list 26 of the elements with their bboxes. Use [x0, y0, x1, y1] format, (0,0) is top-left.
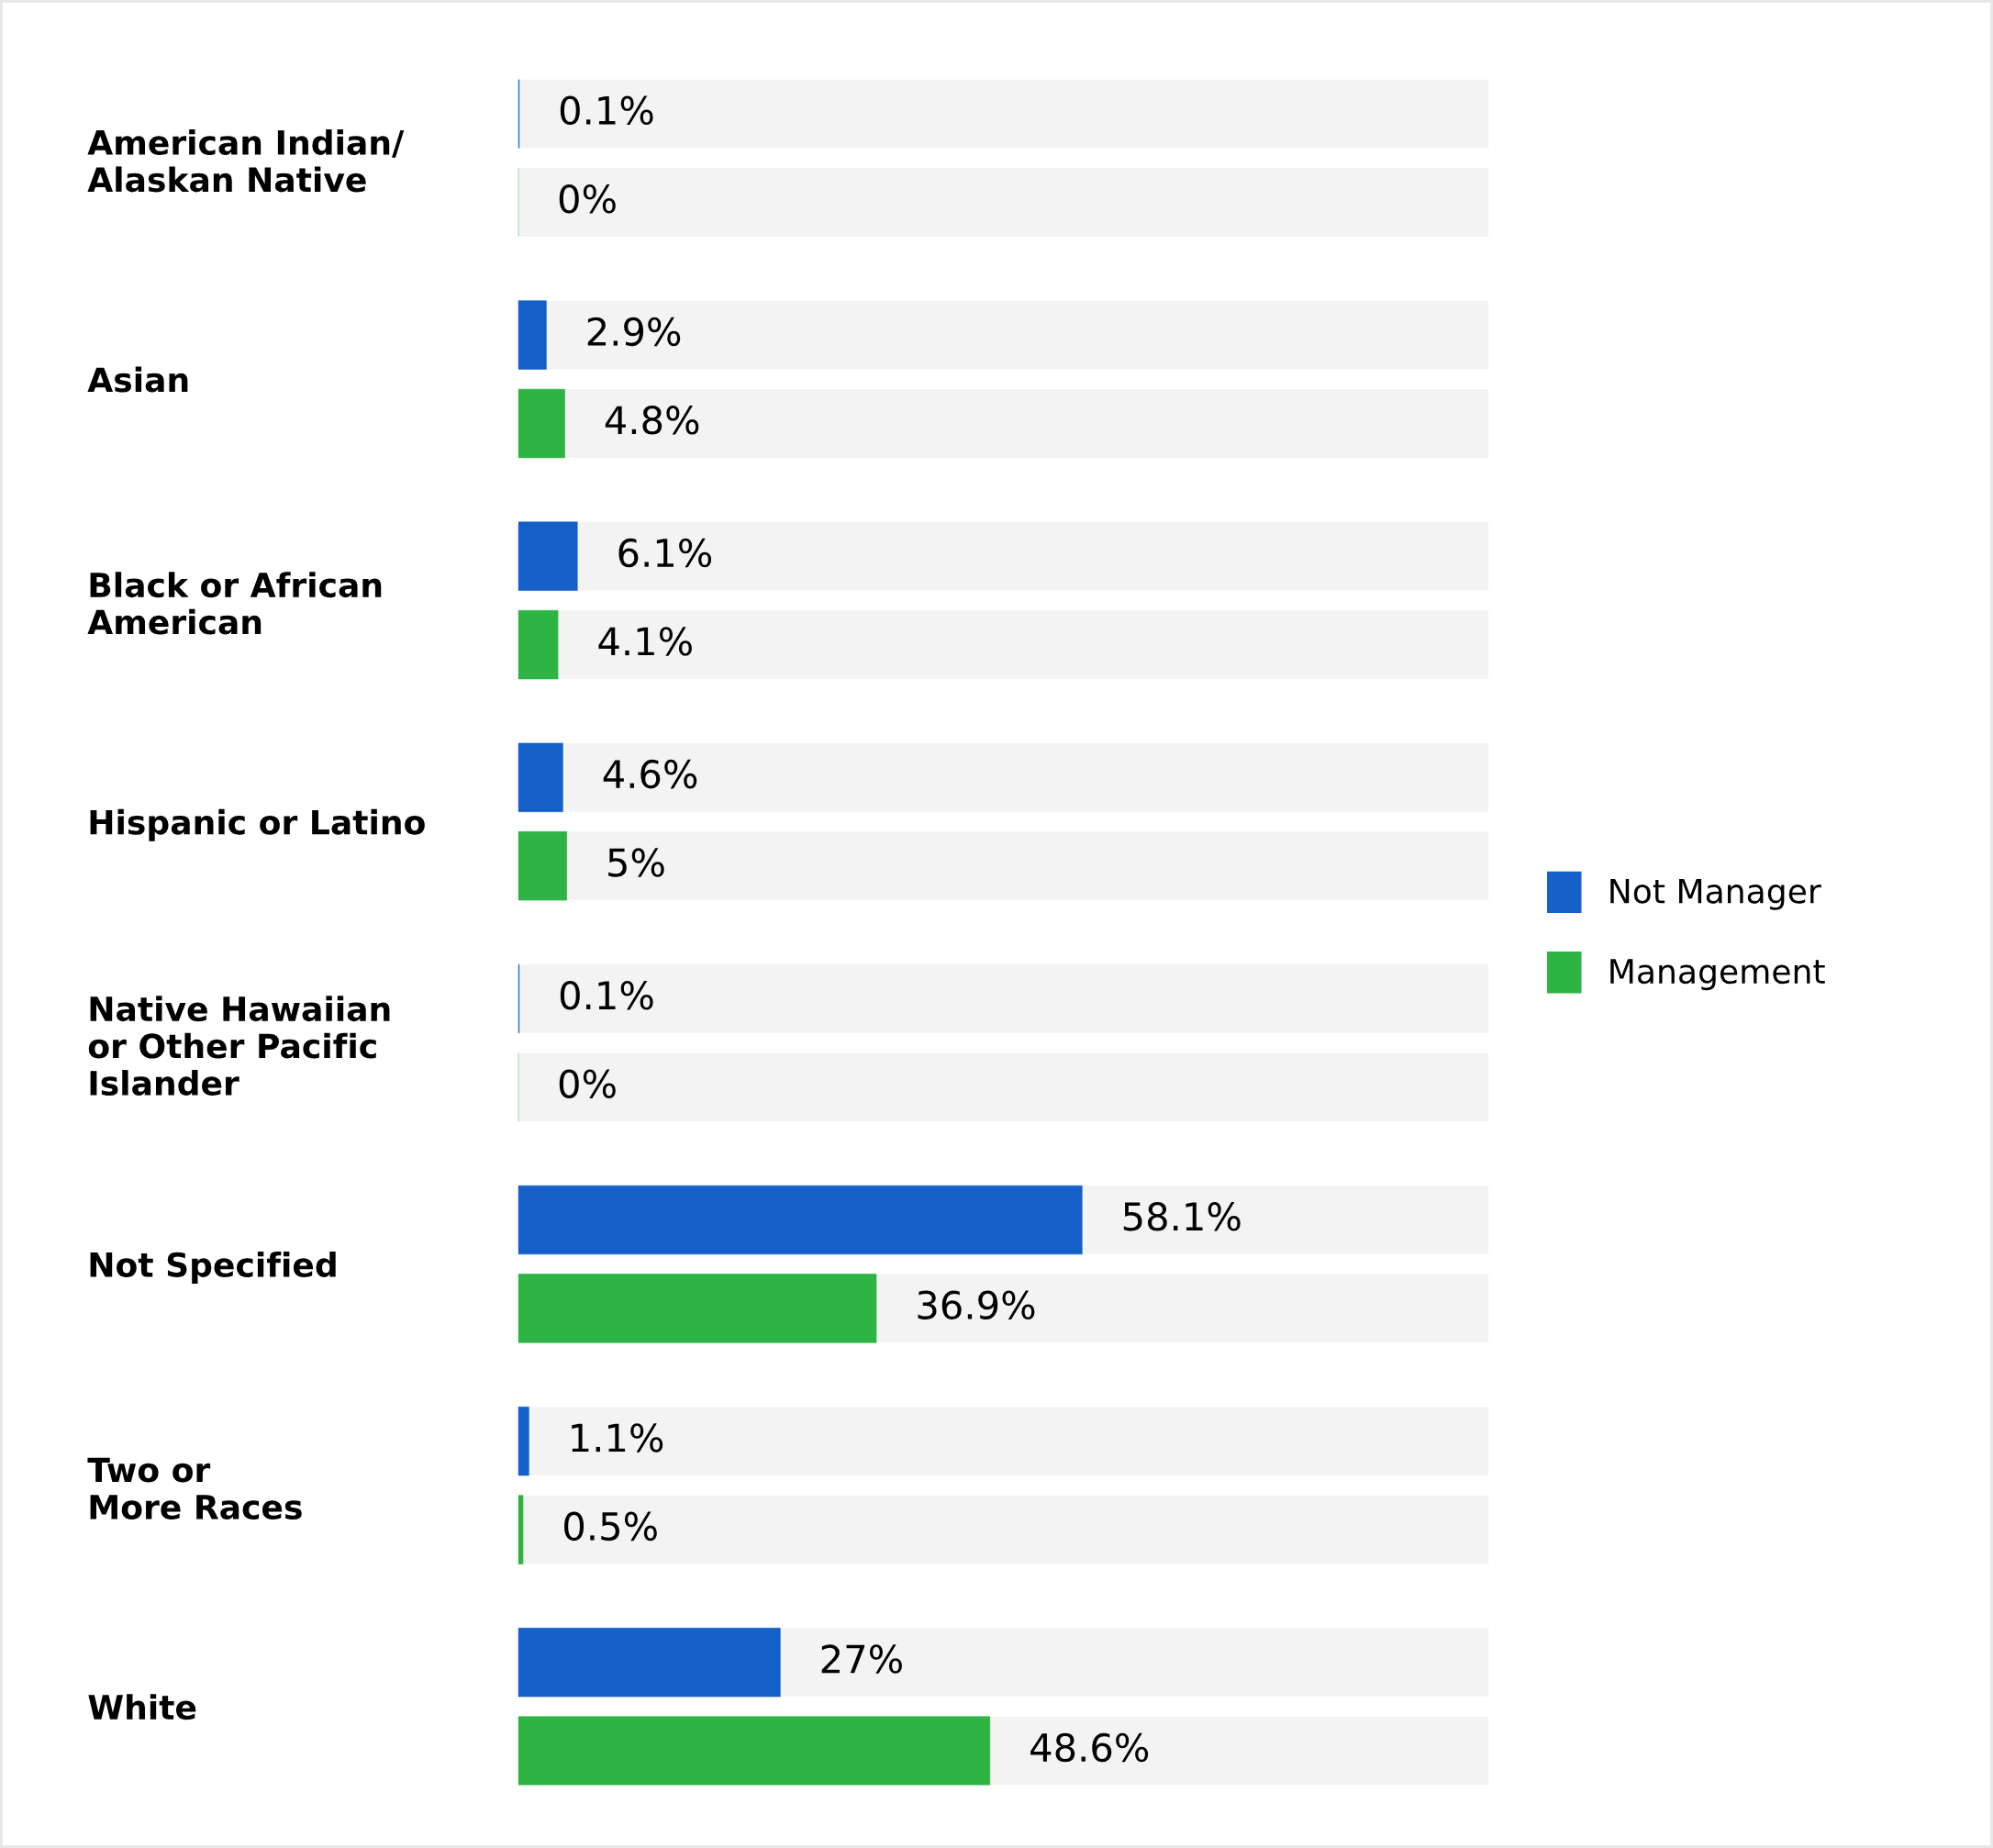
legend-label: Not Manager	[1610, 878, 1821, 910]
y-tick-label: Not Specified	[90, 1252, 336, 1284]
legend-label: Management	[1610, 959, 1825, 991]
y-tick-label: Black or African American	[87, 572, 382, 635]
y-tick-label: Two or More Races	[87, 1457, 302, 1520]
data-label: 4.6%	[603, 759, 697, 789]
data-label: 1.1%	[572, 1423, 663, 1453]
data-label: 36.9%	[918, 1290, 1035, 1320]
data-label: 58.1%	[1123, 1202, 1241, 1231]
data-label: 48.6%	[1030, 1732, 1149, 1763]
data-label: 0%	[559, 184, 616, 214]
y-tick-label: White	[88, 1694, 196, 1720]
data-label: 0.1%	[560, 980, 653, 1010]
data-label: 4.8%	[605, 406, 699, 435]
data-label: 0.5%	[564, 1511, 657, 1542]
data-label: 4.1%	[598, 627, 692, 656]
data-label: 0%	[559, 1069, 616, 1098]
data-label: 0.1%	[560, 95, 653, 126]
data-label: 27%	[821, 1644, 902, 1674]
y-tick-label: Asian	[87, 366, 188, 393]
y-tick-label: Native Hawaiian or Other Pacific Islander	[88, 996, 390, 1097]
y-tick-label: Hispanic or Latino	[90, 808, 425, 841]
data-label: 2.9%	[587, 317, 681, 347]
data-label: 6.1%	[618, 538, 712, 568]
data-label: 5%	[608, 848, 664, 877]
y-tick-label: American Indian/ Alaskan Native	[87, 129, 405, 193]
